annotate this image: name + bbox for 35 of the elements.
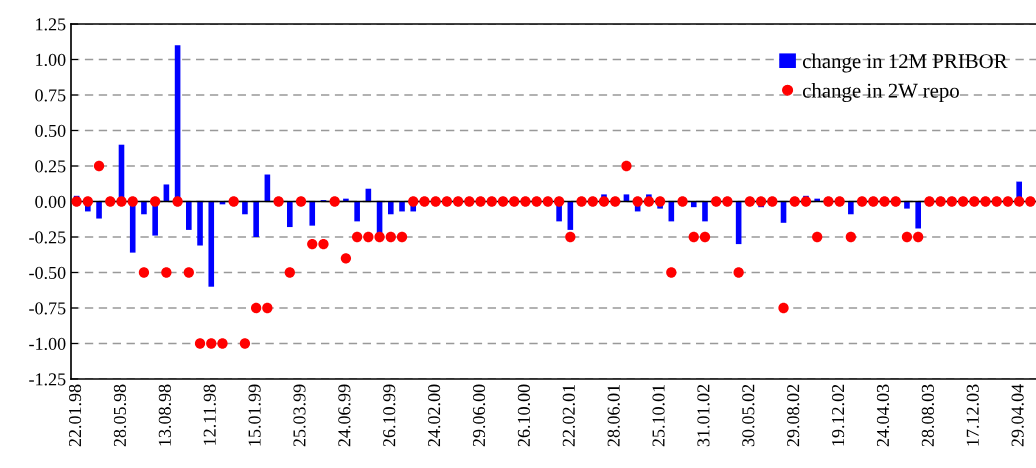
x-tick-label: 30.05.02 [742, 384, 755, 447]
y-tick-label: 1.25 [36, 18, 66, 31]
x-tick-label: 26.10.99 [383, 384, 396, 447]
y-tick-label: -0.75 [29, 302, 66, 315]
y-tick-label: -1.00 [29, 337, 66, 351]
y-tick-label: 0.75 [35, 89, 66, 102]
x-tick-label: 29.08.02 [787, 384, 800, 447]
y-tick-label: -1.25 [29, 373, 66, 386]
x-tick-label: 26.10.00 [517, 384, 531, 447]
x-tick-label: 12.11.98 [203, 384, 216, 445]
x-tick-label: 25.10.01 [652, 384, 665, 447]
x-tick-label: 24.06.99 [338, 384, 351, 447]
x-tick-label: 24.04.03 [876, 384, 890, 447]
y-tick-label: 0.00 [35, 195, 66, 209]
y-tick-label: -0.25 [29, 231, 66, 244]
y-tick-label: -0.50 [29, 266, 66, 280]
y-tick-label: 0.50 [35, 124, 66, 138]
legend-label: change in 12M PRIBOR [802, 53, 1008, 73]
x-tick-label: 22.01.98 [68, 384, 82, 447]
x-tick-label: 29.04.04 [1011, 384, 1024, 447]
x-tick-label: 28.05.98 [113, 384, 127, 447]
y-tick-label: 0.25 [35, 160, 66, 173]
x-tick-label: 22.02.01 [562, 384, 575, 447]
legend-label: change in 2W repo [802, 83, 959, 102]
x-tick-label: 13.08.98 [158, 384, 171, 446]
y-tick-label: 1.00 [36, 53, 66, 67]
x-tick-label: 29.06.00 [472, 384, 486, 447]
x-tick-label: 25.03.99 [293, 384, 306, 447]
x-tick-label: 28.08.03 [921, 384, 934, 447]
x-tick-label: 31.01.02 [697, 384, 710, 447]
x-tick-label: 19.12.02 [831, 384, 845, 446]
x-tick-label: 17.12.03 [966, 384, 979, 446]
x-tick-label: 24.02.00 [428, 384, 441, 447]
x-tick-label: 28.06.01 [607, 384, 620, 447]
x-tick-label: 15.01.99 [248, 384, 261, 446]
